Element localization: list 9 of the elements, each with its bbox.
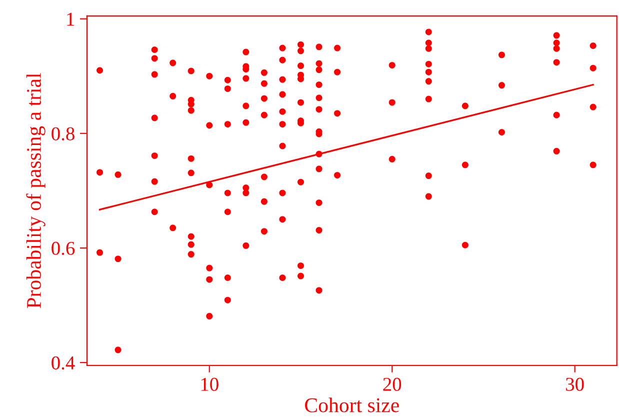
x-tick-label: 30	[566, 378, 584, 391]
y-tick-label: 1	[67, 12, 74, 26]
y-tick-label: 0.6	[52, 242, 75, 255]
x-tick-label: 20	[383, 378, 402, 391]
x-tick-label: 10	[201, 378, 218, 391]
y-axis-title: Probability of passing a trial	[26, 73, 46, 308]
x-axis-title: Cohort size	[305, 398, 399, 412]
y-tick-label: 0.4	[52, 356, 75, 370]
y-tick-label: 0.8	[52, 127, 74, 140]
